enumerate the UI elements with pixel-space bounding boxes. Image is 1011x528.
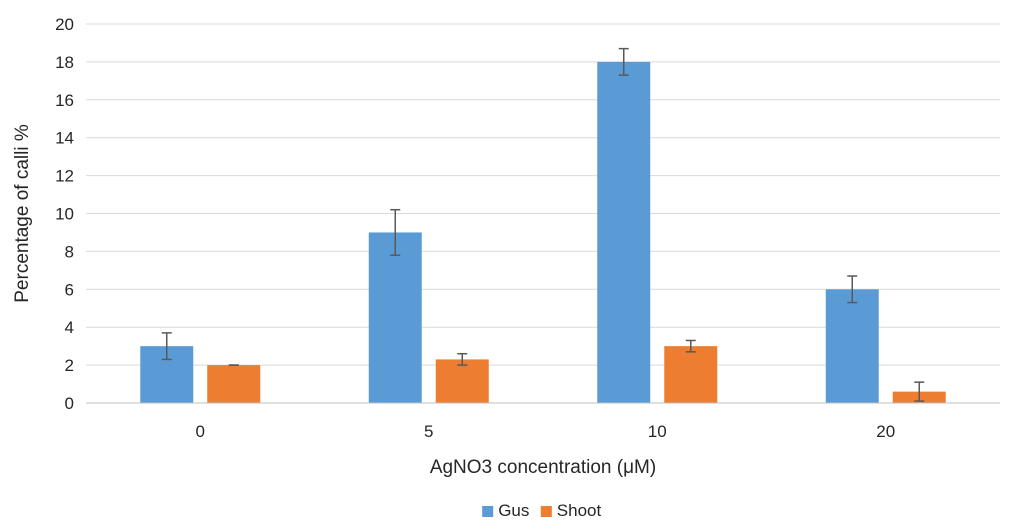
y-tick-label: 12 (55, 167, 74, 186)
y-tick-label: 0 (65, 394, 74, 413)
error-bar (161, 332, 172, 361)
error-bar (847, 275, 858, 304)
y-axis-ticks: 0 2 4 6 8 10 12 14 16 18 20 (55, 15, 74, 413)
legend-label: Shoot (557, 501, 602, 520)
error-bar (685, 339, 696, 353)
bar-gus-5 (368, 232, 422, 403)
error-bar (914, 381, 925, 402)
legend-swatch (482, 506, 494, 517)
x-tick-label: 20 (876, 422, 895, 441)
y-tick-label: 18 (55, 53, 74, 72)
x-axis-ticks: 0 5 10 20 (196, 422, 896, 441)
y-tick-label: 10 (55, 205, 74, 224)
error-bar (390, 208, 401, 256)
legend-item-gus: Gus (482, 501, 529, 520)
legend-label: Gus (498, 501, 529, 520)
y-tick-label: 14 (55, 129, 74, 148)
y-tick-label: 4 (65, 318, 74, 337)
bar-gus-10 (597, 61, 651, 404)
bar-shoot-5 (435, 359, 489, 403)
x-axis-title: AgNO3 concentration (μM) (430, 457, 656, 478)
legend-swatch (540, 506, 552, 517)
y-tick-label: 2 (65, 356, 74, 375)
x-tick-label: 10 (648, 422, 667, 441)
error-bar (457, 352, 468, 366)
error-bar (618, 47, 629, 76)
bar-shoot-10 (664, 346, 718, 403)
bars (140, 61, 946, 404)
legend-item-shoot: Shoot (540, 501, 602, 520)
y-tick-label: 8 (65, 242, 74, 261)
bar-gus-20 (825, 289, 879, 403)
y-tick-label: 20 (55, 15, 74, 34)
x-tick-label: 5 (424, 422, 433, 441)
y-axis-title: Percentage of calli % (12, 124, 33, 303)
error-bars (161, 47, 925, 402)
legend: Gus Shoot (482, 501, 602, 520)
bar-shoot-0 (207, 365, 261, 403)
gridlines (86, 23, 1000, 366)
x-tick-label: 0 (196, 422, 205, 441)
y-tick-label: 6 (65, 280, 74, 299)
y-tick-label: 16 (55, 91, 74, 110)
